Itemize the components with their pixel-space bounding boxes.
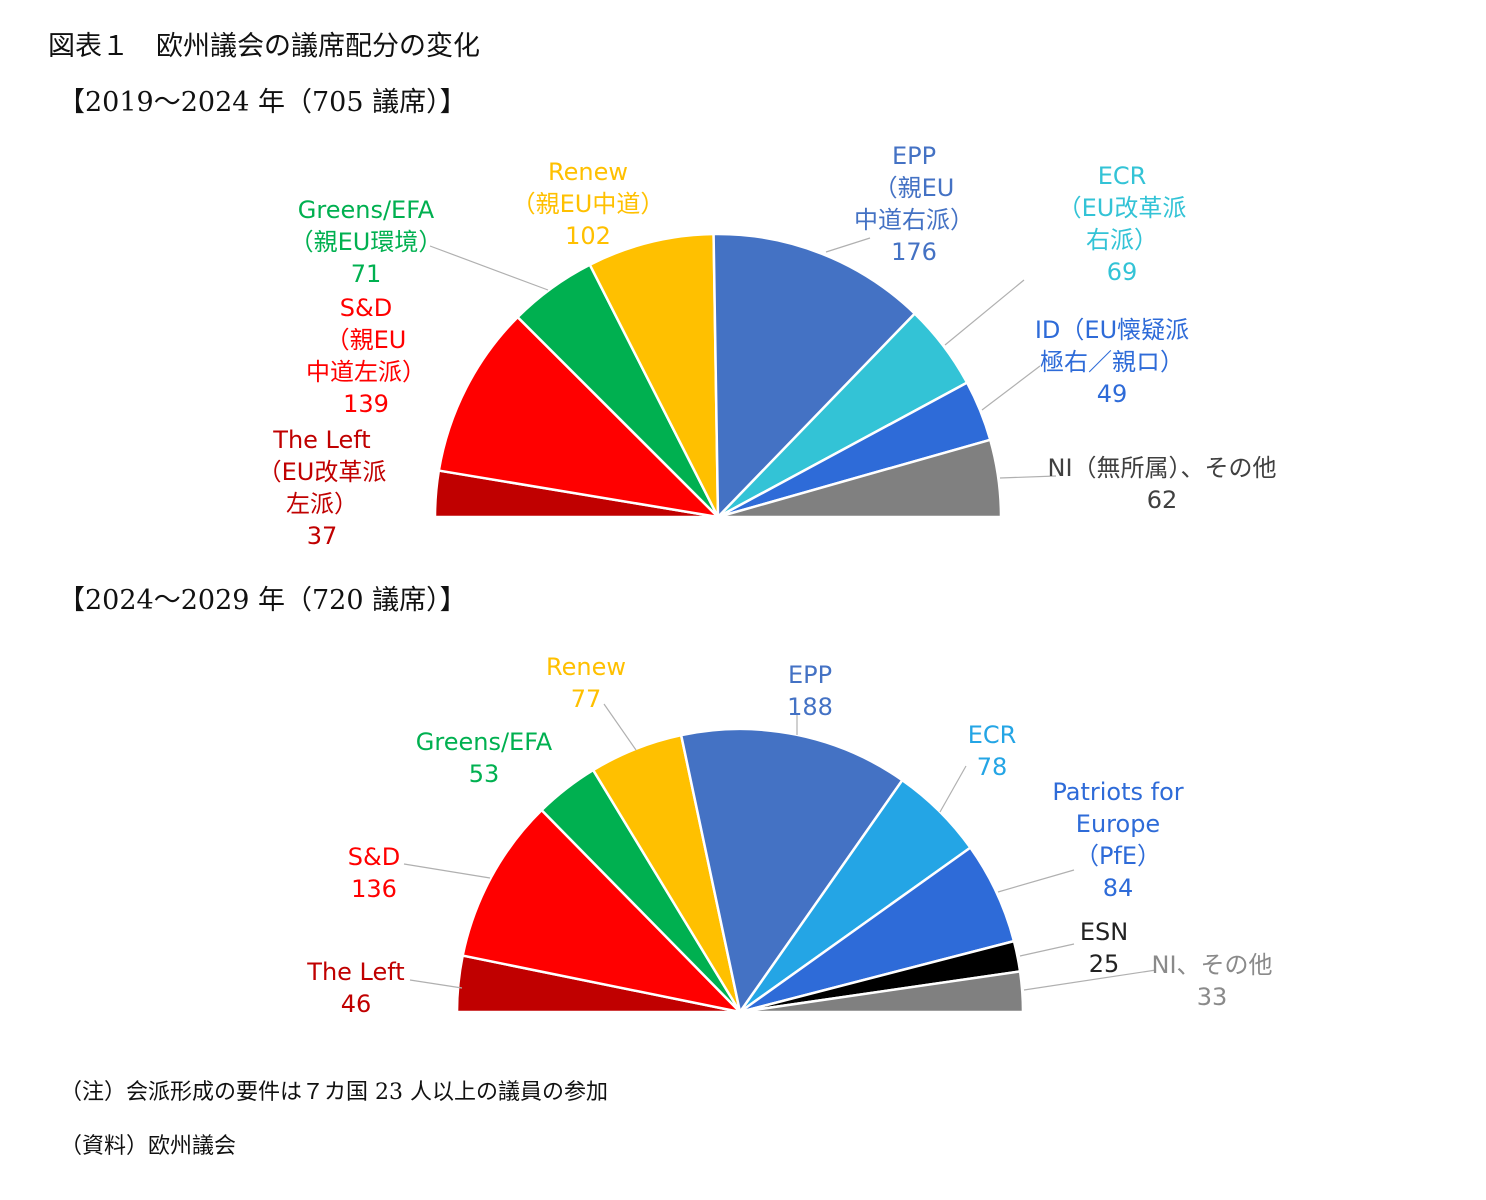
leader-line (999, 475, 1057, 479)
label-renew: Renew 77 (546, 653, 626, 713)
label-patriots-for-europe: Patriots for Europe （PfE） 84 (1052, 778, 1183, 902)
label-s-d: S&D 136 (348, 843, 400, 903)
label-epp: EPP （親EU 中道右派） 176 (854, 142, 974, 266)
label-renew: Renew （親EU中道） 102 (512, 158, 665, 250)
slice-ni (716, 438, 1003, 519)
label-s-d: S&D （親EU 中道左派） 139 (306, 294, 426, 418)
slice-s-d (437, 315, 720, 519)
figure-title: 図表１ 欧州議会の議席配分の変化 (48, 31, 480, 62)
leader-line (429, 245, 549, 291)
leader-line (409, 979, 463, 989)
slice-s-d (461, 808, 742, 1014)
leader-line (1023, 969, 1157, 991)
label-epp: EPP 188 (787, 661, 833, 721)
parliament-chart-1: The Left （EU改革派左派） 37S&D （親EU 中道左派） 139Greens… (258, 142, 1277, 550)
footnote: （注）会派形成の要件は７カ国 23 人以上の議員の参加 (60, 1080, 608, 1105)
leader-line (403, 863, 491, 879)
label-greens-efa: Greens/EFA （親EU環境） 71 (290, 196, 443, 288)
leader-line (825, 237, 871, 253)
label-ecr: ECR （EU改革派右派） 69 (1058, 162, 1187, 286)
label-esn: ESN 25 (1080, 918, 1128, 978)
leader-line (603, 703, 637, 751)
slice-epp (712, 232, 916, 519)
chart-1-title: 【2019～2024 年（705 議席）】 (58, 87, 467, 118)
source-note: （資料）欧州議会 (60, 1134, 237, 1159)
label-id: ID（EU懐疑派極右／親ロ） 49 (1035, 316, 1189, 408)
label-greens-efa: Greens/EFA 53 (416, 728, 553, 788)
leader-line (981, 365, 1041, 411)
label-the-left: The Left （EU改革派左派） 37 (258, 426, 387, 550)
leader-line (939, 765, 967, 813)
label-ni: NI、その他 33 (1151, 951, 1272, 1011)
label-the-left: The Left 46 (306, 958, 404, 1018)
slice-ni (738, 970, 1025, 1014)
leader-line (997, 869, 1075, 893)
leader-line (944, 279, 1025, 346)
chart-2-title: 【2024～2029 年（720 議席）】 (58, 585, 467, 616)
slice-renew (588, 232, 720, 519)
parliament-chart-2: The Left 46 S&D 136 Greens/EFA 53 Renew 77 EPP 18… (306, 653, 1272, 1018)
leader-line (1019, 943, 1075, 957)
label-ni: NI（無所属）、その他 62 (1047, 454, 1276, 514)
label-ecr: ECR 78 (968, 721, 1017, 781)
